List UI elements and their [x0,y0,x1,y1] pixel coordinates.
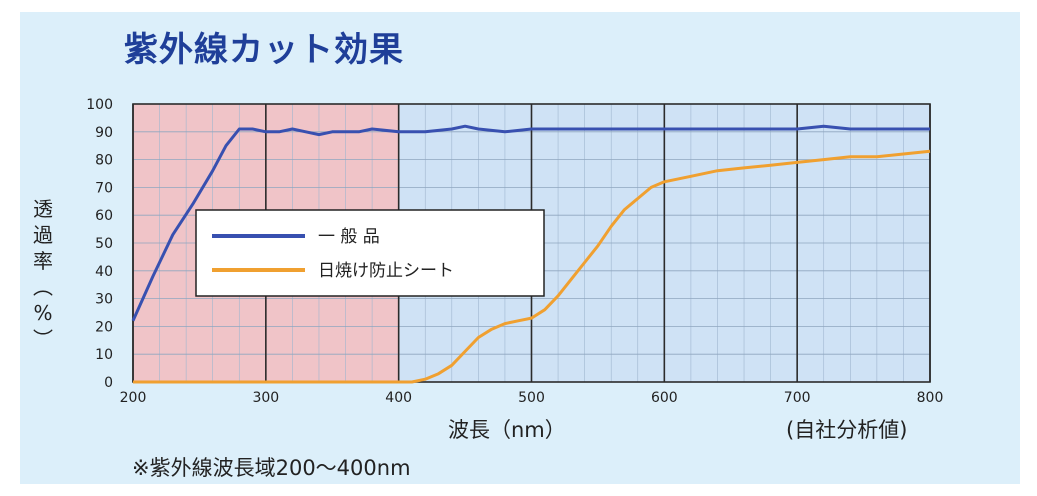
legend-label-2: 日焼け防止シート [318,261,454,281]
y-tick-label: 10 [95,347,113,363]
y-tick-label: 20 [95,319,113,335]
y-tick-label: 80 [95,153,113,169]
y-tick-label: 50 [95,236,113,252]
y-axis-label: 透過率 ︵% ︶ [28,196,58,352]
x-tick-label: 200 [120,390,147,406]
x-tick-label: 400 [385,390,412,406]
y-tick-label: 30 [95,292,113,308]
series-line-2 [133,149,931,384]
x-tick-label: 500 [518,390,545,406]
x-axis-label: 波長（nm） [448,418,566,442]
x-tick-label: 600 [651,390,678,406]
x-axis-note: (自社分析値) [786,418,908,442]
y-axis-label-text: 透過率 ︵% ︶ [33,197,53,351]
y-tick-label: 60 [95,208,113,224]
chart-title: 紫外線カット効果 [124,30,404,70]
y-tick-label: 90 [95,125,113,141]
plot-frame [132,103,931,383]
y-tick-label: 100 [86,97,113,113]
x-tick-label: 800 [917,390,944,406]
legend-label-1: 一 般 品 [318,227,380,247]
x-tick-label: 300 [252,390,279,406]
y-tick-label: 0 [104,375,113,391]
y-tick-label: 70 [95,180,113,196]
legend-box [195,209,545,297]
series-line-1 [131,124,930,322]
x-tick-label: 700 [784,390,811,406]
y-tick-label: 40 [95,264,113,280]
footnote: ※紫外線波長域200〜400nm [132,456,411,480]
